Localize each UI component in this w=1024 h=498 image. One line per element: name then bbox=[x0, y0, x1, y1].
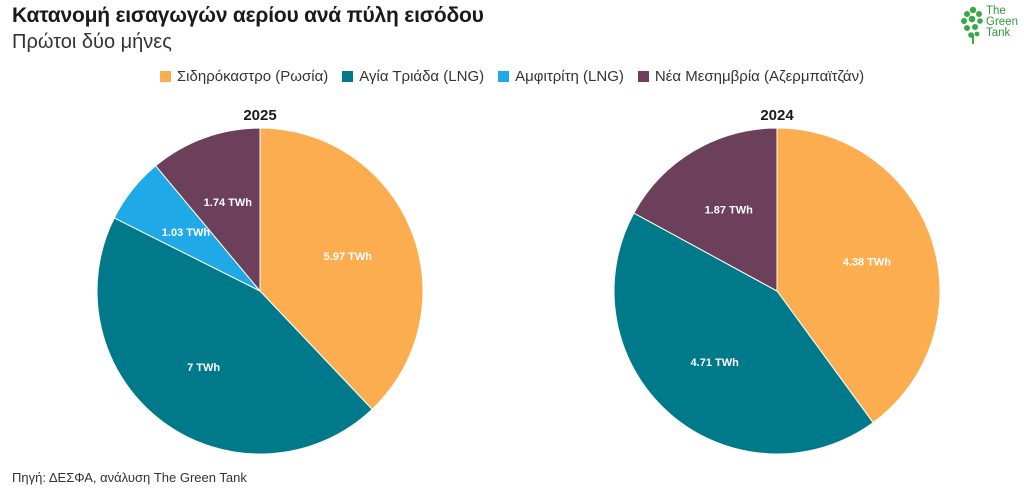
slice-data-label: 4.38 TWh bbox=[843, 257, 892, 269]
legend-swatch bbox=[342, 71, 354, 82]
leaf-icon bbox=[961, 6, 983, 44]
chart-title: Κατανομή εισαγωγών αερίου ανά πύλη εισόδ… bbox=[12, 4, 484, 27]
pie-slice bbox=[96, 217, 373, 455]
pie-chart-2024: 4.38 TWh 4.71 TWh 1.87 TWh bbox=[613, 127, 941, 455]
legend-item-sidirokastro: Σιδηρόκαστρο (Ρωσία) bbox=[159, 68, 329, 85]
legend-label: Σιδηρόκαστρο (Ρωσία) bbox=[176, 68, 329, 85]
logo-text-line2: Green bbox=[986, 16, 1018, 28]
legend-swatch bbox=[159, 71, 171, 82]
chart-legend: Σιδηρόκαστρο (Ρωσία) Αγία Τριάδα (LNG) Α… bbox=[0, 68, 1024, 85]
green-tank-logo: The Green Tank bbox=[960, 4, 1022, 46]
pie-chart-2025: 5.97 TWh 7 TWh 1.03 TWh 1.74 TWh bbox=[96, 127, 424, 455]
slice-data-label: 1.74 TWh bbox=[204, 197, 253, 209]
pie-title-2024: 2024 bbox=[760, 107, 794, 124]
logo-text-line3: Tank bbox=[986, 27, 1011, 39]
slice-data-label: 1.87 TWh bbox=[705, 205, 754, 217]
legend-item-nea-mesimvria: Νέα Μεσημβρία (Αζερμπαϊτζάν) bbox=[637, 68, 865, 85]
pie-slice bbox=[633, 127, 778, 292]
pie-title-2025: 2025 bbox=[243, 107, 277, 124]
chart-subtitle: Πρώτοι δύο μήνες bbox=[12, 31, 172, 53]
slice-data-label: 5.97 TWh bbox=[324, 251, 373, 263]
legend-item-agia-triada: Αγία Τριάδα (LNG) bbox=[342, 68, 484, 85]
legend-swatch bbox=[637, 71, 649, 82]
slice-data-label: 1.03 TWh bbox=[162, 227, 211, 239]
legend-label: Αγία Τριάδα (LNG) bbox=[359, 68, 485, 85]
pie-slice bbox=[776, 127, 941, 424]
legend-swatch bbox=[498, 71, 510, 82]
legend-label: Νέα Μεσημβρία (Αζερμπαϊτζάν) bbox=[654, 68, 865, 85]
slice-data-label: 7 TWh bbox=[187, 362, 220, 374]
legend-item-amfitriti: Αμφιτρίτη (LNG) bbox=[498, 68, 624, 85]
pie-slice bbox=[613, 212, 874, 455]
logo-text-line1: The bbox=[986, 5, 1006, 17]
source-note: Πηγή: ΔΕΣΦΑ, ανάλυση The Green Tank bbox=[12, 470, 247, 485]
pie-slice bbox=[154, 127, 261, 293]
slice-data-label: 4.71 TWh bbox=[691, 357, 740, 369]
pie-slice bbox=[259, 127, 424, 411]
legend-label: Αμφιτρίτη (LNG) bbox=[515, 68, 624, 85]
